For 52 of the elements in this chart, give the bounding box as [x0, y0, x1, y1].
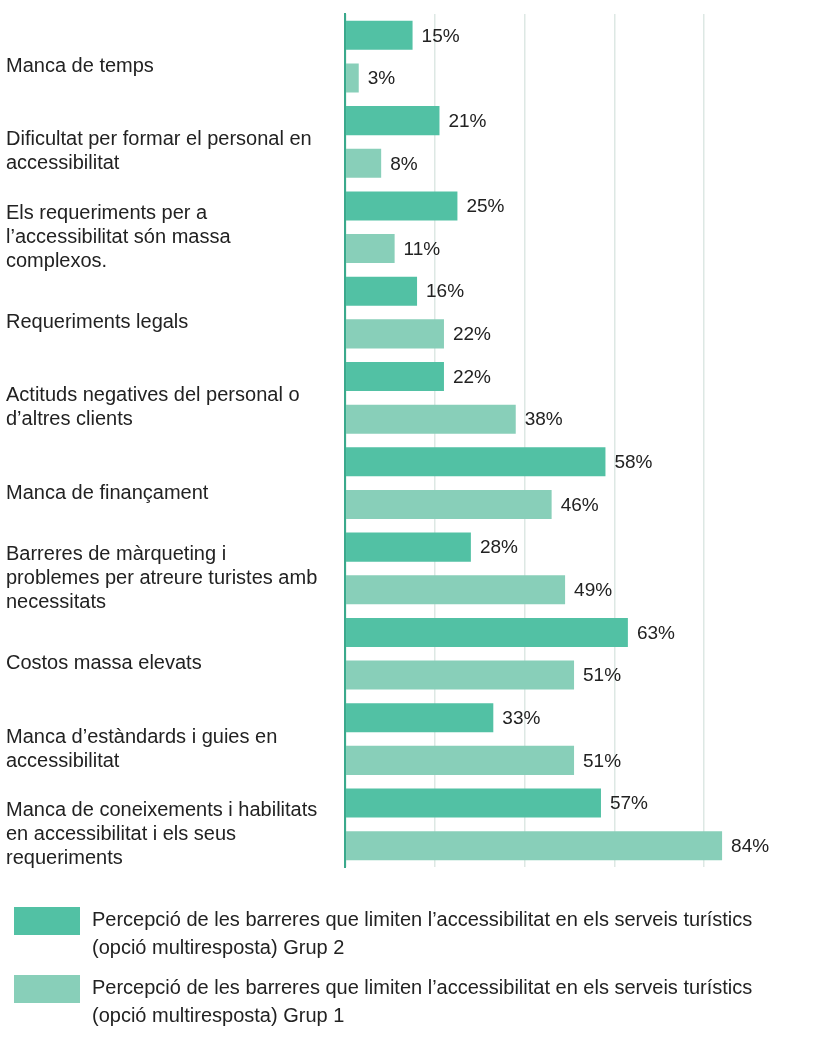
data-label: 58%: [614, 451, 653, 473]
bar: [346, 20, 413, 50]
data-label: 63%: [636, 621, 676, 643]
data-label: 84%: [731, 834, 770, 856]
bar: [346, 362, 444, 392]
data-label: 51%: [583, 749, 622, 771]
data-label: 51%: [583, 664, 622, 686]
y-tick-label: Requeriments legals: [6, 310, 189, 333]
legend-label: Percepció de les barreres que limiten l’accessibilitat en els serveis turístics (opció multiresposta) Grup 1: [92, 975, 754, 1028]
data-label: 38%: [524, 408, 563, 430]
y-tick-label: Manca de finançament: [6, 480, 209, 503]
data-label: 15%: [421, 24, 460, 46]
data-label: 22%: [452, 365, 492, 387]
y-tick-label: Dificultat per formar el personal en accessibilitat: [6, 127, 312, 174]
data-label: 57%: [609, 792, 649, 814]
bar: [346, 191, 458, 221]
data-label: 16%: [426, 280, 465, 302]
y-tick-label: Els requeriments per a l’accessibilitat són massa complexos.: [6, 200, 232, 271]
bar: [346, 319, 444, 349]
data-label: 3%: [367, 67, 396, 89]
bar: [346, 489, 552, 519]
bar: [346, 575, 566, 605]
bar: [346, 788, 601, 818]
legend-label: Percepció de les barreres que limiten l’accessibilitat en els serveis turístics (opció multiresposta) Grup 2: [92, 907, 754, 960]
bar: [346, 660, 575, 690]
data-label: 25%: [466, 195, 505, 217]
bar: [346, 276, 418, 306]
data-label: 49%: [574, 579, 613, 601]
bar: [346, 831, 723, 861]
bar: [346, 63, 359, 93]
data-label: 8%: [390, 152, 418, 174]
data-label: 21%: [448, 109, 487, 131]
bar: [346, 234, 395, 264]
y-tick-label: Manca de temps: [6, 54, 154, 77]
data-label: 28%: [479, 536, 519, 558]
y-tick-label: Costos massa elevats: [6, 651, 202, 674]
data-label: 33%: [502, 706, 541, 728]
bar: [346, 447, 606, 477]
y-tick-label: Manca de coneixements i habilitats en accessibilitat i els seus requeriments: [6, 797, 318, 868]
data-label: 46%: [560, 493, 599, 515]
data-label: 11%: [403, 237, 441, 259]
bar: [346, 404, 516, 434]
y-tick-label: Barreres de màrqueting i problemes per atreure turistes amb necessitats: [6, 541, 318, 612]
bar: [346, 532, 471, 562]
data-label: 22%: [452, 323, 492, 345]
y-tick-label: Manca d’estàndards i guies en accessibilitat: [6, 724, 278, 771]
y-tick-label: Actituds negatives del personal o d’altres clients: [6, 383, 300, 430]
bar: [346, 106, 440, 136]
bar: [346, 148, 382, 178]
bar: [346, 745, 575, 775]
bar: [346, 617, 628, 647]
bar: [346, 703, 494, 733]
